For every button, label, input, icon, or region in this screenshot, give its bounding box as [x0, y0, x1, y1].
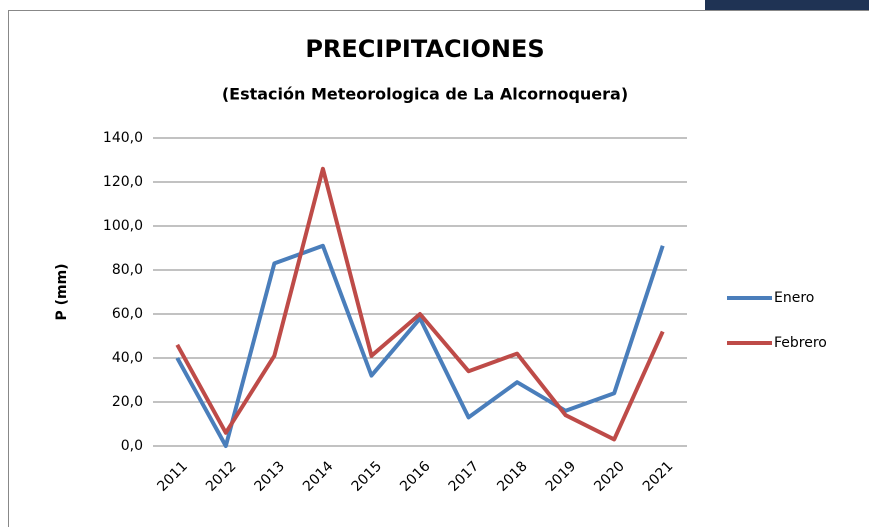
- legend-label: Enero: [774, 290, 814, 306]
- x-tick-label: 2019: [543, 458, 580, 495]
- y-tick-label: 100,0: [103, 218, 143, 234]
- y-axis-label: P (mm): [54, 263, 70, 320]
- background-image-strip: [705, 0, 869, 10]
- chart: PRECIPITACIONES (Estación Meteorologica …: [0, 0, 869, 527]
- x-tick-label: 2020: [591, 458, 628, 495]
- x-tick-label: 2013: [252, 458, 289, 495]
- page: {"chart_data": {"type": "line", "title":…: [0, 0, 869, 527]
- y-tick-label: 80,0: [112, 262, 143, 278]
- x-tick-label: 2014: [300, 458, 337, 495]
- chart-title: PRECIPITACIONES: [305, 35, 544, 63]
- y-tick-label: 140,0: [103, 130, 143, 146]
- x-tick-label: 2015: [349, 458, 386, 495]
- x-tick-label: 2017: [446, 458, 483, 495]
- x-tick-label: 2012: [203, 458, 240, 495]
- y-tick-label: 60,0: [112, 306, 143, 322]
- legend-label: Febrero: [774, 335, 827, 351]
- y-tick-label: 40,0: [112, 350, 143, 366]
- y-tick-label: 20,0: [112, 394, 143, 410]
- data-line: [177, 169, 662, 440]
- data-line: [177, 246, 662, 446]
- x-tick-label: 2021: [640, 458, 677, 495]
- y-tick-label: 120,0: [103, 174, 143, 190]
- y-tick-label: 0,0: [121, 438, 143, 454]
- x-tick-label: 2018: [494, 458, 531, 495]
- x-tick-label: 2011: [154, 458, 191, 495]
- chart-subtitle: (Estación Meteorologica de La Alcornoque…: [222, 85, 628, 104]
- x-tick-label: 2016: [397, 458, 434, 495]
